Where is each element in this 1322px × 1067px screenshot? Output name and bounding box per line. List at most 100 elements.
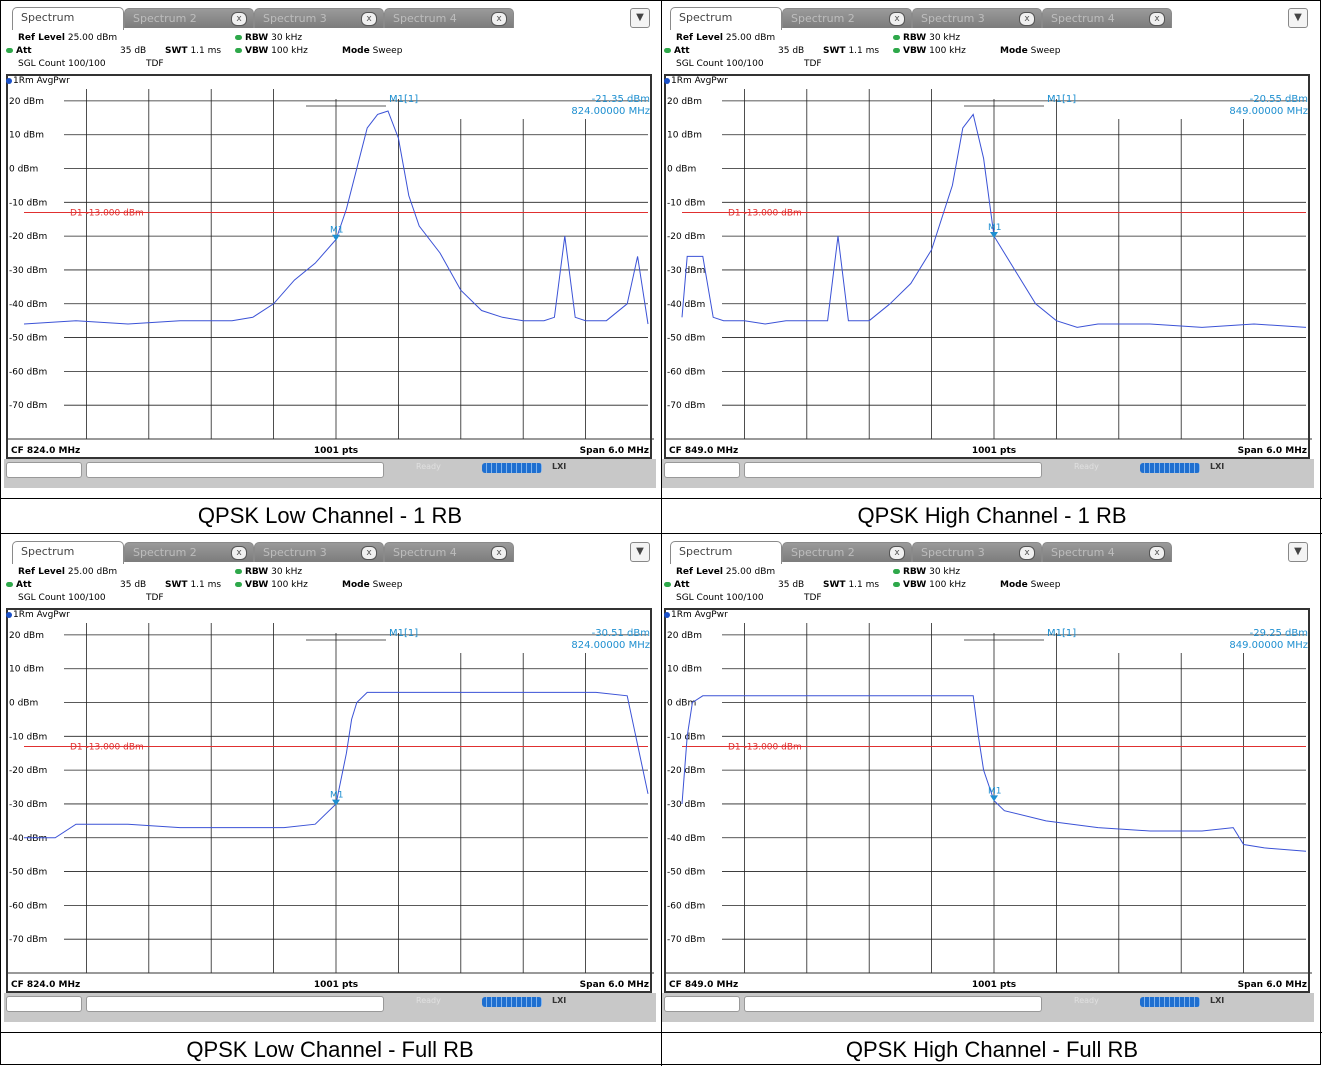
tab-spectrum-2[interactable]: Spectrum 2 x [124,542,254,562]
status-bar: Ready LXI [4,459,656,488]
att-indicator-icon [664,582,671,587]
settings-panel: Ref Level 25.00 dBm Att 35 dB SWT 1.1 ms… [4,31,656,76]
tab-spectrum-4[interactable]: Spectrum 4 x [1042,542,1172,562]
close-icon[interactable]: x [231,546,247,560]
close-icon[interactable]: x [491,546,507,560]
progress-bar [1140,997,1200,1007]
y-tick-label: -20 dBm [667,232,705,242]
mode-label: Mode [342,580,370,590]
y-tick-label: -40 dBm [9,834,47,844]
rbw-value: 30 kHz [271,33,303,43]
close-icon[interactable]: x [889,546,905,560]
close-icon[interactable]: x [1019,12,1035,26]
marker-level: -29.25 dBm [1250,628,1308,639]
tab-spectrum-3[interactable]: Spectrum 3 x [912,542,1042,562]
status-bar: Ready LXI [4,993,656,1022]
display-line-label: D1 -13.000 dBm [70,742,144,752]
y-tick-label: 10 dBm [667,665,702,675]
y-tick-label: 20 dBm [667,97,702,107]
y-tick-label: -40 dBm [9,300,47,310]
vbw-indicator-icon [893,48,900,53]
vbw-value: 100 kHz [929,46,966,56]
swt-value: 1.1 ms [190,46,222,56]
y-tick-label: -70 dBm [667,401,705,411]
tab-spectrum-4[interactable]: Spectrum 4 x [384,8,514,28]
tab-spectrum-2[interactable]: Spectrum 2 x [124,8,254,28]
mode-value: Sweep [372,580,403,590]
close-icon[interactable]: x [1019,546,1035,560]
ref-level-label: Ref Level [676,33,723,43]
vbw-label: VBW [903,580,927,590]
center-frequency: CF 824.0 MHz [11,446,80,456]
swt-value: 1.1 ms [190,580,222,590]
tab-spectrum[interactable]: Spectrum [670,7,782,30]
tab-spectrum-4[interactable]: Spectrum 4 x [384,542,514,562]
menu-icon[interactable]: ▼ [1288,8,1308,28]
rbw-indicator-icon [235,569,242,574]
sweep-points: 1001 pts [972,446,1016,456]
menu-icon[interactable]: ▼ [630,8,650,28]
att-label: Att [16,580,32,590]
close-icon[interactable]: x [1149,546,1165,560]
tab-bar: Spectrum Spectrum 2 x Spectrum 3 x Spect… [4,4,656,31]
tab-spectrum-3[interactable]: Spectrum 3 x [254,542,384,562]
tab-label: Spectrum [679,11,733,24]
tab-spectrum[interactable]: Spectrum [670,541,782,564]
menu-icon[interactable]: ▼ [1288,542,1308,562]
close-icon[interactable]: x [361,12,377,26]
trace-indicator-icon [6,77,12,84]
tab-spectrum-2[interactable]: Spectrum 2 x [782,542,912,562]
close-icon[interactable]: x [361,546,377,560]
rbw-indicator-icon [235,35,242,40]
y-tick-label: -70 dBm [9,401,47,411]
ref-level-value: 25.00 dBm [67,567,118,577]
marker-readout-label: M1[1] [389,94,418,105]
y-tick-label: 0 dBm [667,699,696,709]
close-icon[interactable]: x [491,12,507,26]
table-divider-2 [0,533,1322,534]
menu-icon[interactable]: ▼ [630,542,650,562]
close-icon[interactable]: x [889,12,905,26]
display-line-label: D1 -13.000 dBm [70,208,144,218]
y-tick-label: 20 dBm [667,631,702,641]
close-icon[interactable]: x [1149,12,1165,26]
mode-label: Mode [1000,46,1028,56]
marker-label: M1 [988,223,1002,233]
tab-spectrum[interactable]: Spectrum [12,541,124,564]
tab-spectrum-4[interactable]: Spectrum 4 x [1042,8,1172,28]
marker-level: -21.35 dBm [592,94,650,105]
trace-label-text: 1Rm AvgPwr [671,76,728,86]
marker-frequency: 849.00000 MHz [1229,640,1308,651]
y-tick-label: -20 dBm [9,766,47,776]
trace-indicator-icon [664,77,670,84]
tab-spectrum[interactable]: Spectrum [12,7,124,30]
y-tick-label: -20 dBm [9,232,47,242]
swt-label: SWT [823,580,846,590]
sgl-count: SGL Count 100/100 [676,59,764,69]
settings-panel: Ref Level 25.00 dBm Att 35 dB SWT 1.1 ms… [4,565,656,610]
tab-spectrum-2[interactable]: Spectrum 2 x [782,8,912,28]
att-indicator-icon [6,582,13,587]
status-field-left [6,996,82,1012]
marker-readout-label: M1[1] [389,628,418,639]
trace-indicator-icon [664,611,670,618]
marker-level: -30.51 dBm [592,628,650,639]
swt-value: 1.1 ms [848,580,880,590]
vbw-value: 100 kHz [929,580,966,590]
sweep-points: 1001 pts [314,980,358,990]
spectrum-plot: 20 dBm 10 dBm 0 dBm -10 dBm -20 dBm -30 dBm -4… [664,623,1312,990]
mode-value: Sweep [1030,46,1061,56]
tab-label: Spectrum [21,545,75,558]
y-tick-label: -40 dBm [667,834,705,844]
marker-m1-icon [990,232,998,239]
marker-readout-label: M1[1] [1047,94,1076,105]
close-icon[interactable]: x [231,12,247,26]
sgl-count: SGL Count 100/100 [18,59,106,69]
rbw-label: RBW [245,567,269,577]
tab-spectrum-3[interactable]: Spectrum 3 x [912,8,1042,28]
att-value: 35 dB [120,580,147,590]
plot-frame [6,608,652,993]
tab-spectrum-3[interactable]: Spectrum 3 x [254,8,384,28]
plot-frame [664,608,1310,993]
